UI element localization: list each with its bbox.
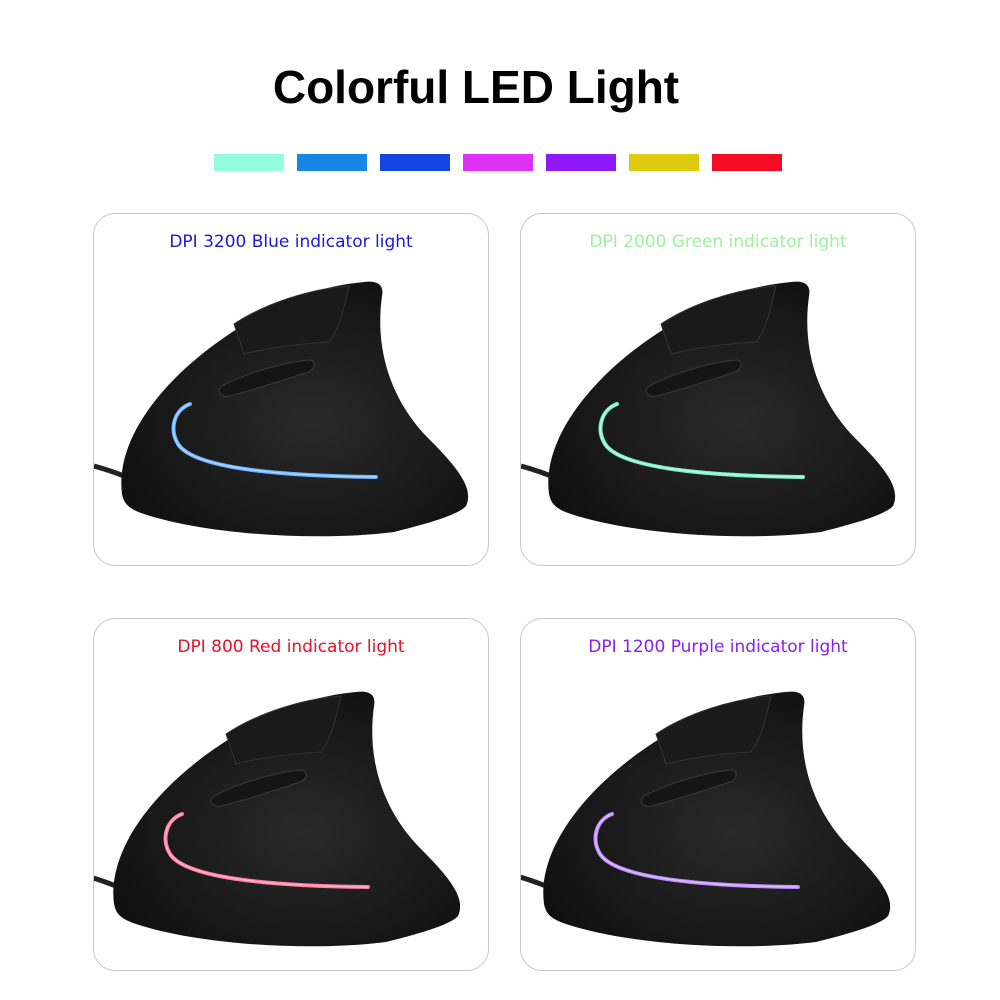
color-swatch	[629, 154, 699, 171]
mouse-top-panel	[233, 285, 350, 355]
card-label: DPI 2000 Green indicator light	[589, 232, 847, 252]
color-swatch	[214, 154, 284, 171]
mouse-top-panel	[655, 695, 772, 765]
mouse-body	[543, 691, 891, 947]
mouse-side-buttons	[645, 359, 742, 397]
card-label: DPI 800 Red indicator light	[177, 637, 405, 657]
page-title: Colorful LED Light	[272, 61, 680, 113]
color-swatch	[463, 154, 533, 171]
mouse-side-buttons	[218, 359, 315, 397]
mouse-body	[548, 281, 896, 537]
card-label: DPI 1200 Purple indicator light	[588, 637, 848, 657]
color-swatch	[712, 154, 782, 171]
dpi-card-green: DPI 2000 Green indicator light	[520, 213, 916, 566]
card-label: DPI 3200 Blue indicator light	[169, 232, 413, 252]
mouse-body	[121, 281, 469, 537]
color-swatch	[297, 154, 367, 171]
dpi-card-red: DPI 800 Red indicator light	[93, 618, 489, 971]
color-swatches	[214, 154, 782, 171]
mouse-body	[113, 691, 461, 947]
dpi-card-purple: DPI 1200 Purple indicator light	[520, 618, 916, 971]
mouse-side-buttons	[640, 769, 737, 807]
mouse-top-panel	[660, 285, 777, 355]
color-swatch	[546, 154, 616, 171]
dpi-card-blue: DPI 3200 Blue indicator light	[93, 213, 489, 566]
color-swatch	[380, 154, 450, 171]
mouse-side-buttons	[210, 769, 307, 807]
mouse-top-panel	[225, 695, 342, 765]
